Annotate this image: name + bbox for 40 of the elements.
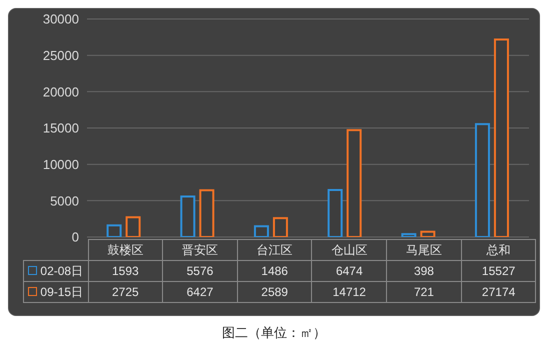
data-label: 6474 xyxy=(312,260,387,282)
y-tick-label: 25000 xyxy=(42,48,79,63)
x-tick-label: 鼓楼区 xyxy=(88,240,163,260)
y-tick-label: 10000 xyxy=(42,156,79,172)
text: 图二（单位：㎡） xyxy=(221,324,327,342)
y-tick-label: 0 xyxy=(72,230,79,245)
data-label: 15527 xyxy=(461,260,536,282)
legend-label: 02-08日 xyxy=(24,260,88,282)
data-label: 14712 xyxy=(312,282,387,302)
y-tick-label: 20000 xyxy=(42,84,79,100)
x-tick-label: 晋安区 xyxy=(162,240,238,260)
data-label: 1486 xyxy=(237,260,312,282)
bar xyxy=(272,217,288,237)
y-tick-label: 5000 xyxy=(50,193,79,208)
data-label: 6427 xyxy=(162,282,238,302)
data-label: 27174 xyxy=(461,282,536,302)
y-tick-label: 30000 xyxy=(42,12,79,27)
x-tick-label: 总和 xyxy=(461,240,536,260)
bar xyxy=(106,224,122,237)
x-tick-label: 台江区 xyxy=(237,240,312,260)
x-tick-label: 仓山区 xyxy=(312,240,387,260)
bar xyxy=(346,129,362,237)
bar xyxy=(401,233,416,237)
data-label: 1593 xyxy=(88,260,163,282)
bar xyxy=(474,123,490,237)
bar xyxy=(420,230,436,237)
x-tick-label: 马尾区 xyxy=(386,240,462,260)
bar xyxy=(328,188,343,237)
data-label: 721 xyxy=(386,282,462,302)
data-label: 2725 xyxy=(88,282,163,302)
data-label: 2589 xyxy=(237,282,312,302)
bar xyxy=(494,38,509,237)
bar xyxy=(180,195,196,237)
legend-label: 09-15日 xyxy=(24,282,88,302)
bar xyxy=(254,225,269,237)
data-label: 5576 xyxy=(162,260,238,282)
data-label: 398 xyxy=(386,260,462,282)
bar xyxy=(126,216,141,237)
y-tick-label: 15000 xyxy=(42,120,79,136)
bar xyxy=(199,189,214,237)
